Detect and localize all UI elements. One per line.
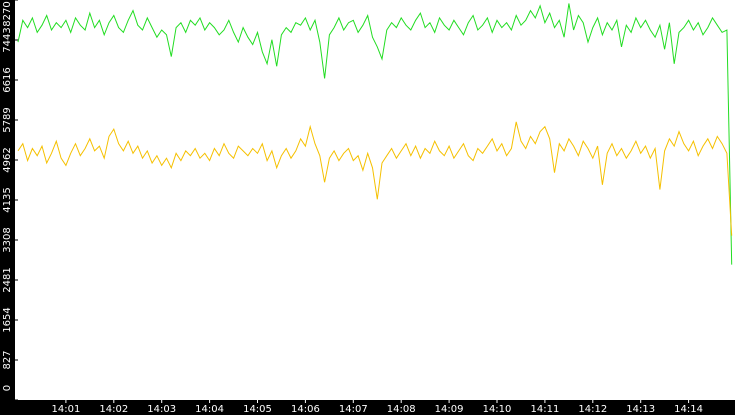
x-tick-label: 14:06	[291, 404, 320, 415]
y-tick-label: 1654	[2, 307, 13, 332]
series-line	[17, 121, 733, 236]
y-tick-label: 8270	[2, 1, 13, 26]
x-tick-label: 14:02	[99, 404, 128, 415]
x-tick-label: 14:09	[435, 404, 464, 415]
x-tick-label: 14:01	[51, 404, 80, 415]
x-tick-label: 14:12	[578, 404, 607, 415]
y-tick-label: 6616	[2, 67, 13, 92]
y-tick-label: 4135	[2, 187, 13, 212]
x-tick-label: 14:08	[387, 404, 416, 415]
y-tick-label: 827	[2, 350, 13, 369]
y-tick-label: 5789	[2, 107, 13, 132]
x-tick-label: 14:11	[530, 404, 559, 415]
y-tick-label: 0	[2, 385, 13, 391]
y-tick-label: 7443	[2, 27, 13, 52]
x-tick-label: 14:10	[483, 404, 512, 415]
y-tick-label: 2481	[2, 267, 13, 292]
y-tick-label: 3308	[2, 227, 13, 252]
x-tick-label: 14:14	[674, 404, 703, 415]
x-tick-label: 14:13	[626, 404, 655, 415]
y-axis-band	[0, 0, 15, 415]
x-tick-label: 14:03	[147, 404, 176, 415]
x-tick-label: 14:05	[243, 404, 272, 415]
x-axis-band	[0, 400, 735, 415]
x-tick-label: 14:04	[195, 404, 224, 415]
series-line	[17, 3, 733, 265]
x-tick-label: 14:07	[339, 404, 368, 415]
y-tick-label: 4962	[2, 147, 13, 172]
